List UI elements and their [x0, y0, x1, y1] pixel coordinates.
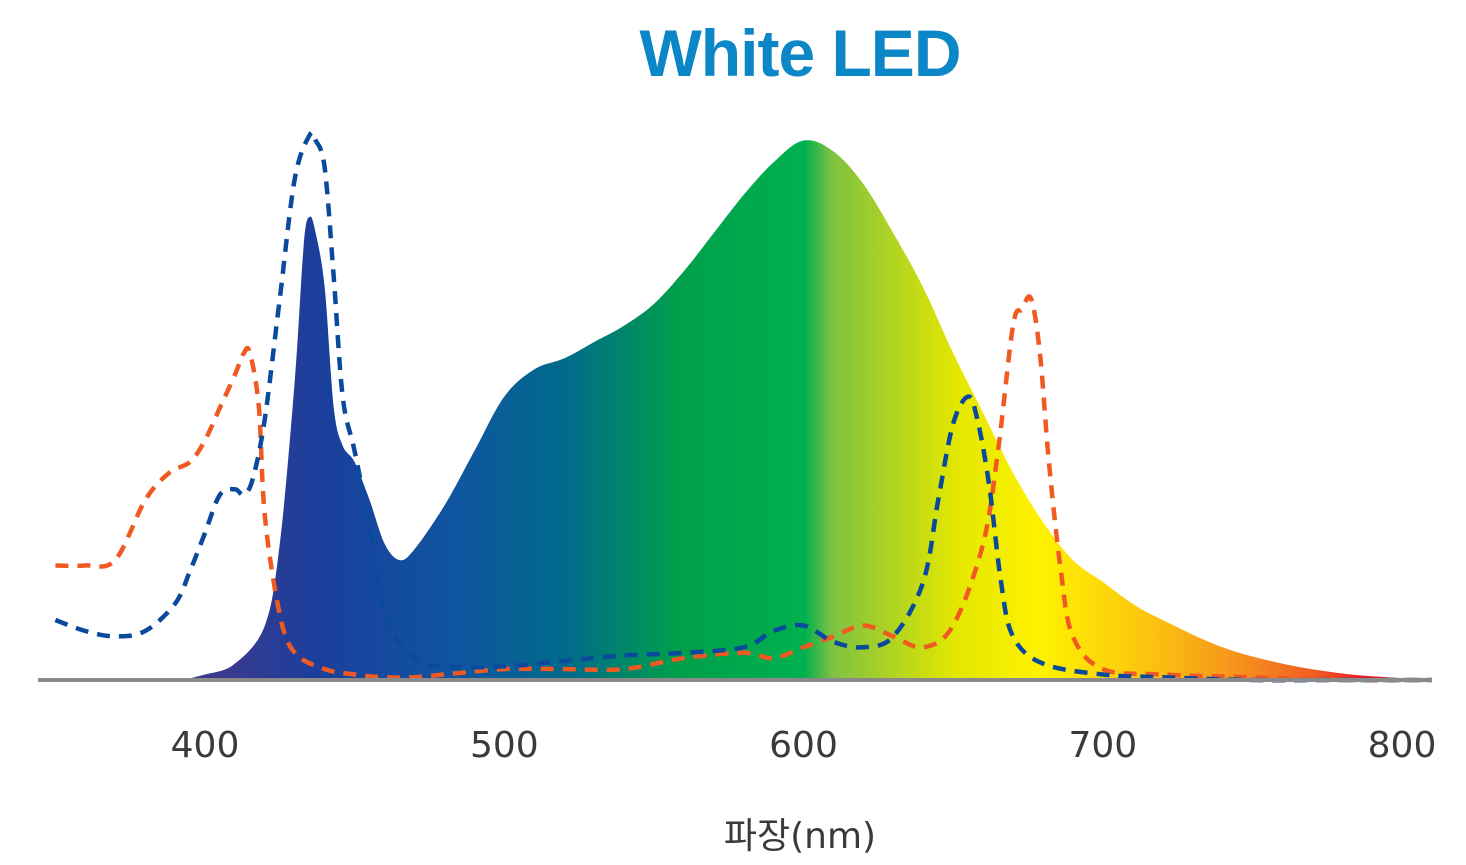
chart-title: White LED	[640, 16, 961, 90]
x-axis-label: 파장(nm)	[724, 816, 876, 857]
blue-dashed-series	[54, 130, 1432, 683]
x-tick-label: 400	[171, 725, 240, 766]
x-tick-label: 700	[1068, 725, 1137, 766]
x-tick-label: 600	[769, 725, 838, 766]
x-tick-label: 800	[1368, 725, 1437, 766]
plot-area	[54, 130, 1432, 683]
spectrum-area	[55, 140, 1432, 681]
x-tick-label: 500	[470, 725, 539, 766]
x-axis-ticks: 400 500 600 700 800	[171, 725, 1437, 766]
orange-dashed-series	[55, 294, 1432, 683]
